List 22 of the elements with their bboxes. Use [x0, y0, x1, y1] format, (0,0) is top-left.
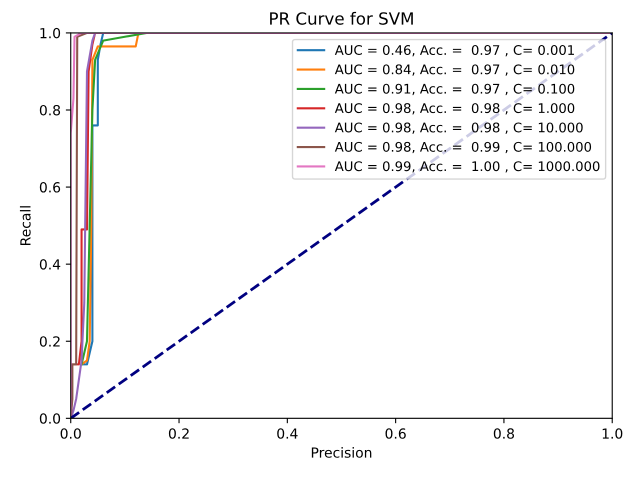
x-tick-label: 1.0	[602, 428, 622, 439]
legend-label: AUC = 0.46, Acc. = 0.97 , C= 0.001	[334, 45, 574, 56]
y-tick-label: 1.0	[40, 28, 60, 38]
y-tick-label: 0.6	[40, 182, 60, 193]
legend-label: AUC = 0.99, Acc. = 1.00 , C= 1000.000	[334, 161, 600, 173]
x-tick-label: 0.0	[60, 428, 81, 439]
legend-label: AUC = 0.98, Acc. = 0.98 , C= 10.000	[334, 122, 583, 134]
y-tick-label: 0.0	[40, 413, 60, 424]
y-axis-title: Recall	[20, 206, 31, 245]
legend-label: AUC = 0.84, Acc. = 0.97 , C= 0.010	[334, 64, 574, 76]
chart-title: PR Curve for SVM	[270, 12, 413, 25]
y-tick-label: 0.4	[40, 259, 60, 270]
legend-label: AUC = 0.91, Acc. = 0.97 , C= 0.100	[334, 84, 574, 96]
x-tick-label: 0.6	[386, 428, 406, 439]
x-tick-label: 0.4	[277, 428, 298, 439]
x-tick-label: 0.2	[168, 428, 189, 439]
y-tick-label: 0.8	[40, 104, 60, 116]
x-axis-title: Precision	[312, 447, 372, 458]
x-tick-label: 0.8	[494, 428, 514, 439]
legend-label: AUC = 0.98, Acc. = 0.99 , C= 100.000	[334, 142, 592, 154]
legend-label: AUC = 0.98, Acc. = 0.98 , C= 1.000	[334, 103, 574, 114]
y-tick-label: 0.2	[40, 336, 60, 347]
